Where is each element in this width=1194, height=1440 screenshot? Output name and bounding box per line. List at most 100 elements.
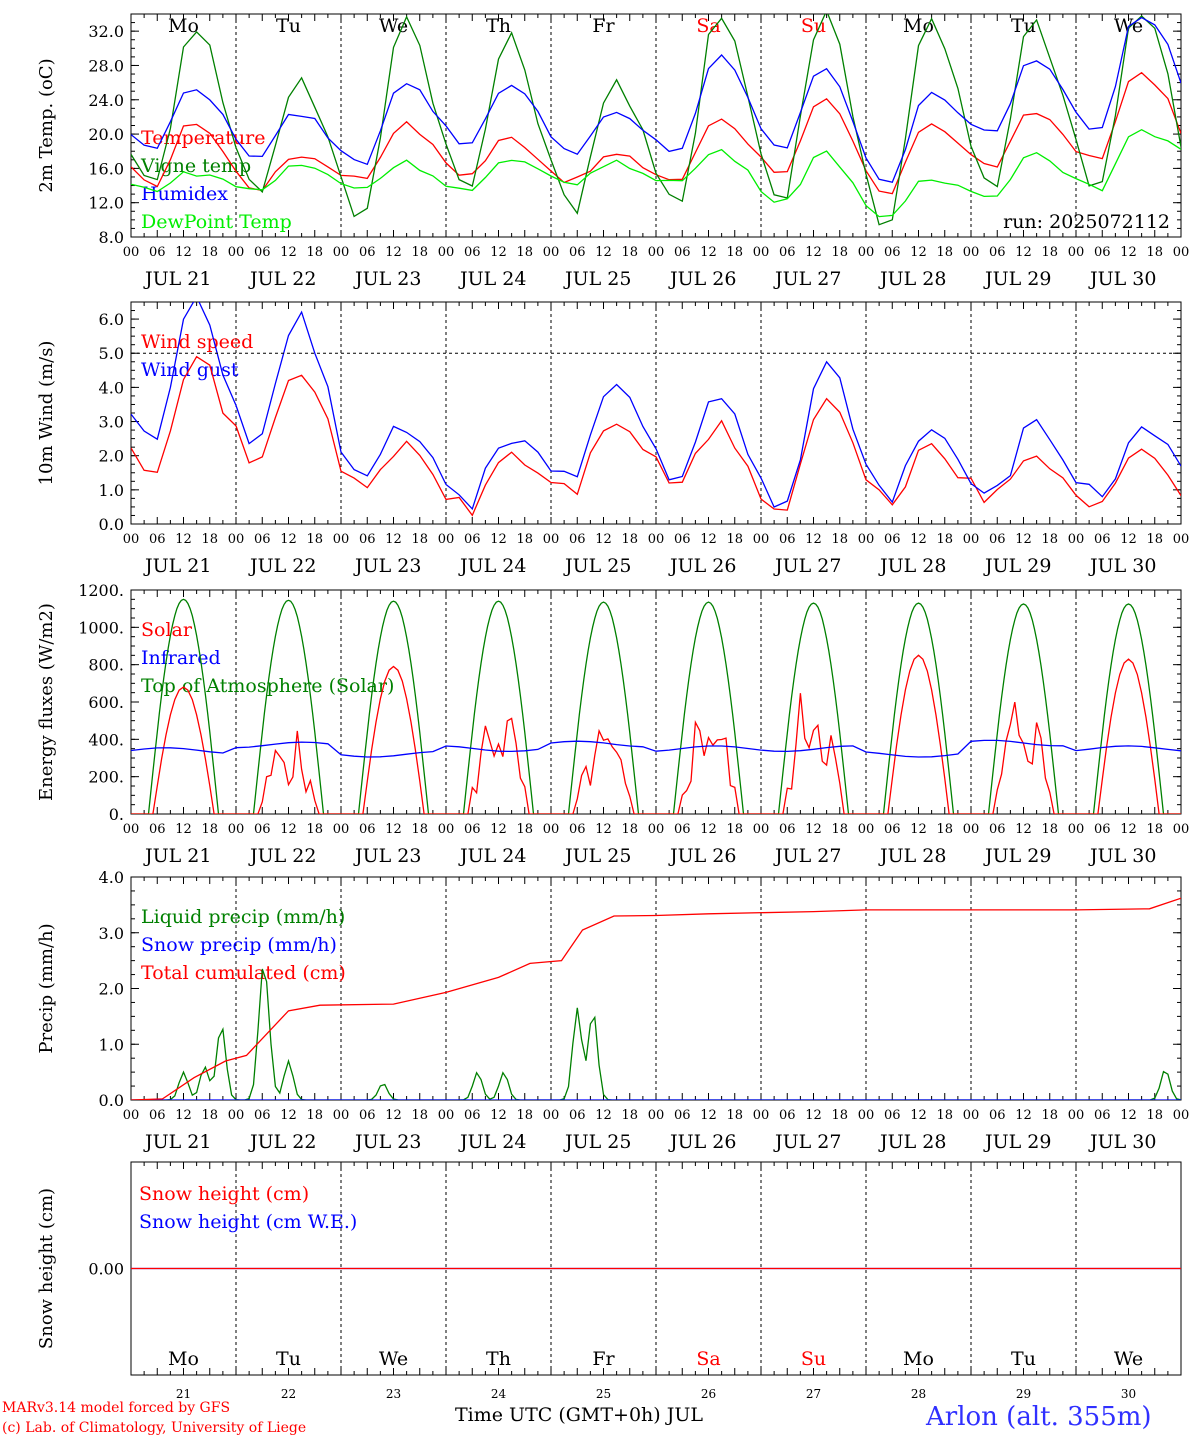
hour-tick-label: 00: [963, 1108, 980, 1123]
hour-tick-label: 06: [359, 1108, 376, 1123]
hour-tick-label: 00: [543, 245, 560, 260]
hour-tick-label: 06: [569, 532, 586, 547]
date-label: JUL 25: [563, 1131, 631, 1153]
hour-tick-label: 00: [858, 245, 875, 260]
series-line-temperature: [131, 71, 1181, 195]
weekday-label: We: [379, 15, 408, 37]
hour-tick-label: 18: [726, 532, 743, 547]
hour-tick-label: 12: [385, 1108, 402, 1123]
date-label: JUL 29: [983, 1131, 1051, 1153]
hour-tick-label: 12: [595, 532, 612, 547]
weekday-label: Th: [486, 15, 511, 37]
date-label: JUL 29: [983, 845, 1051, 867]
hour-tick-label: 18: [411, 822, 428, 837]
series-line-top-of-atmosphere: [131, 598, 1181, 814]
hour-tick-label: 12: [700, 1108, 717, 1123]
date-label: JUL 24: [458, 1131, 526, 1153]
run-label: run: 2025072112: [1003, 211, 1170, 233]
hour-tick-label: 12: [805, 245, 822, 260]
hour-tick-label: 00: [438, 245, 455, 260]
y-tick-label: 2.0: [99, 447, 124, 466]
weekday-label: Mo: [903, 1348, 934, 1370]
legend-entry: Snow precip (mm/h): [141, 934, 337, 956]
legend-entry: Solar: [141, 619, 193, 641]
date-label: JUL 21: [143, 555, 211, 577]
date-label: JUL 26: [668, 555, 736, 577]
hour-tick-label: 18: [1146, 532, 1163, 547]
series-line-total-cumulated: [131, 897, 1181, 1100]
y-tick-label: 600.: [88, 693, 124, 712]
hour-tick-label: 06: [359, 245, 376, 260]
hour-tick-label: 00: [858, 1108, 875, 1123]
hour-tick-label: 12: [280, 1108, 297, 1123]
hour-tick-label: 18: [1146, 1108, 1163, 1123]
y-tick-label: 5.0: [99, 344, 124, 363]
hour-tick-label: 00: [648, 245, 665, 260]
hour-tick-label: 18: [1041, 1108, 1058, 1123]
hour-tick-label: 12: [805, 532, 822, 547]
date-label: JUL 24: [458, 845, 526, 867]
y-tick-label: 0.0: [99, 1091, 124, 1110]
day-number-label: 27: [806, 1387, 821, 1401]
hour-tick-label: 06: [254, 532, 271, 547]
day-number-label: 22: [281, 1387, 296, 1401]
legend-entry: DewPoint Temp: [141, 211, 292, 233]
lab-credit: (c) Lab. of Climatology, University of L…: [2, 1420, 307, 1436]
hour-tick-label: 12: [175, 1108, 192, 1123]
day-number-label: 24: [491, 1387, 507, 1401]
date-label: JUL 30: [1088, 845, 1156, 867]
weekday-label: Tu: [1011, 1348, 1036, 1370]
hour-tick-label: 00: [228, 245, 245, 260]
legend-entry: Snow height (cm W.E.): [139, 1211, 357, 1233]
hour-tick-label: 18: [621, 532, 638, 547]
hour-tick-label: 12: [385, 245, 402, 260]
date-label: JUL 22: [248, 845, 316, 867]
y-tick-label: 3.0: [99, 413, 124, 432]
legend-entry: Vigne temp: [140, 155, 251, 177]
legend-entry: Total cumulated (cm): [141, 962, 346, 984]
day-number-label: 21: [176, 1387, 191, 1401]
hour-tick-label: 06: [254, 245, 271, 260]
y-axis-title: Snow height (cm): [36, 1188, 57, 1349]
hour-tick-label: 06: [779, 245, 796, 260]
hour-tick-label: 00: [648, 822, 665, 837]
y-axis-title: 2m Temp. (oC): [36, 58, 57, 192]
hour-tick-label: 12: [700, 822, 717, 837]
y-axis-title: Energy fluxes (W/m2): [36, 603, 57, 801]
hour-tick-label: 00: [333, 245, 350, 260]
weekday-label: Mo: [168, 15, 199, 37]
hour-tick-label: 06: [989, 1108, 1006, 1123]
hour-tick-label: 06: [884, 245, 901, 260]
series-line-dewpoint-temp: [131, 128, 1181, 218]
hour-tick-label: 00: [228, 532, 245, 547]
hour-tick-label: 12: [910, 245, 927, 260]
legend-entry: Humidex: [141, 183, 228, 205]
hour-tick-label: 06: [1094, 245, 1111, 260]
hour-tick-label: 00: [333, 822, 350, 837]
hour-tick-label: 18: [726, 1108, 743, 1123]
y-tick-label: 1200.: [78, 581, 124, 600]
hour-tick-label: 00: [438, 1108, 455, 1123]
y-tick-label: 4.0: [99, 378, 124, 397]
hour-tick-label: 06: [1094, 532, 1111, 547]
hour-tick-label: 18: [1146, 822, 1163, 837]
date-label: JUL 22: [248, 1131, 316, 1153]
y-axis-title: 10m Wind (m/s): [36, 341, 57, 486]
weekday-label: Fr: [592, 15, 615, 37]
hour-tick-label: 12: [175, 532, 192, 547]
hour-tick-label: 06: [674, 822, 691, 837]
hour-tick-label: 06: [359, 822, 376, 837]
hour-tick-label: 12: [1015, 1108, 1032, 1123]
hour-tick-label: 12: [175, 245, 192, 260]
legend-entry: Wind gust: [141, 359, 239, 381]
hour-tick-label: 06: [464, 1108, 481, 1123]
hour-tick-label: 06: [464, 245, 481, 260]
date-label: JUL 23: [353, 845, 421, 867]
hour-tick-label: 00: [963, 822, 980, 837]
hour-tick-label: 18: [516, 822, 533, 837]
hour-tick-label: 12: [1120, 822, 1137, 837]
series-line-wind-speed: [131, 355, 1181, 517]
hour-tick-label: 18: [201, 532, 218, 547]
hour-tick-label: 18: [621, 1108, 638, 1123]
